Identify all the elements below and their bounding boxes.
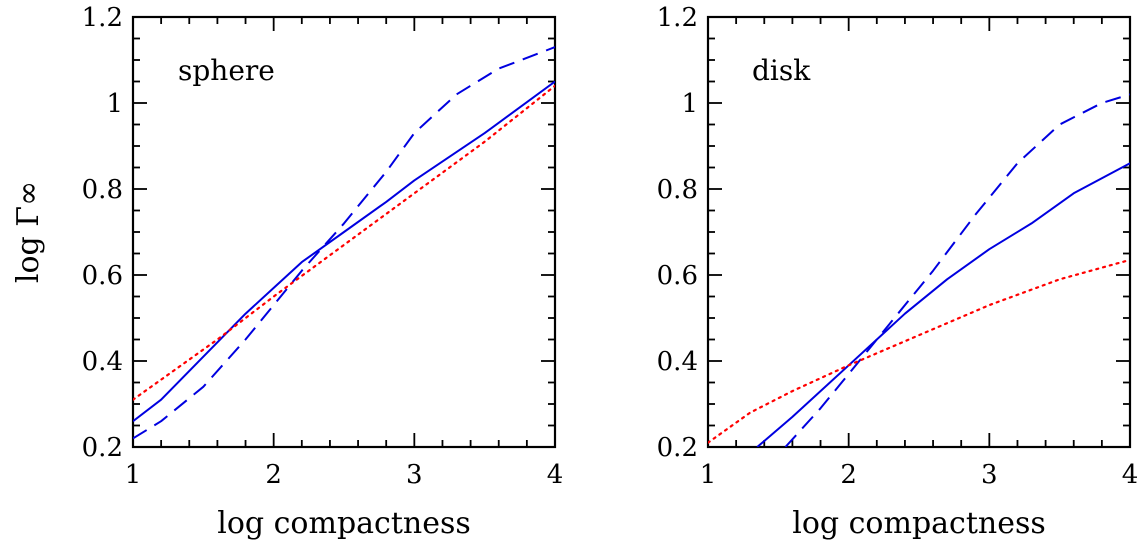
y-tick-label: 1 [106,89,123,119]
y-tick-label: 0.2 [82,433,123,463]
y-tick-label: 0.8 [657,175,698,205]
x-tick-label: 4 [1122,460,1139,490]
y-tick-label: 0.6 [82,261,123,291]
y-tick-label: 1.2 [657,3,698,33]
x-tick-label: 3 [981,460,998,490]
y-tick-label: 1.2 [82,3,123,33]
x-tick-label: 2 [840,460,857,490]
y-tick-label: 0.6 [657,261,698,291]
x-tick-label: 4 [547,460,564,490]
y-tick-label: 0.2 [657,433,698,463]
y-tick-label: 1 [681,89,698,119]
x-tick-label: 1 [125,460,142,490]
x-axis-label: log compactness [217,506,471,541]
series-line-dashed [133,46,555,440]
y-tick-label: 0.8 [82,175,123,205]
sphere-panel: 1 2 3 4 0.2 0.4 0.6 0.8 1 1.2 log compactness log Γ… [11,3,563,541]
series-line-solid [133,80,555,422]
x-axis-label: log compactness [792,506,1046,541]
series-line-solid [756,162,1130,447]
x-tick-label: 2 [265,460,282,490]
y-axis-label: log Γ∞ [11,181,46,283]
series-line-dashed [784,93,1130,447]
panel-label: disk [752,54,811,87]
y-tick-label: 0.4 [82,347,123,377]
series-line-dotted [133,84,555,401]
x-tick-label: 1 [700,460,717,490]
y-tick-label: 0.4 [657,347,698,377]
disk-panel: 1 2 3 4 0.2 0.4 0.6 0.8 1 1.2 log compactness disk [657,3,1139,541]
x-tick-label: 3 [406,460,423,490]
panel-label: sphere [178,54,275,87]
